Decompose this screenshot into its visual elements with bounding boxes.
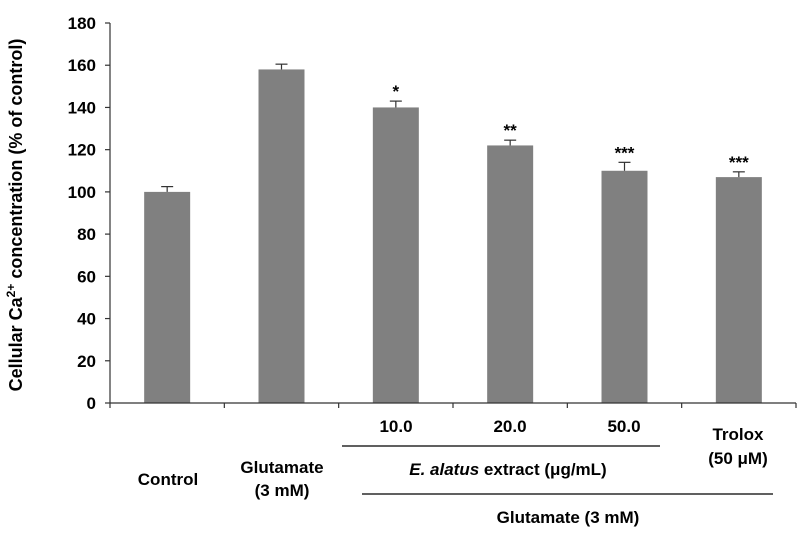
y-tick-label: 60 xyxy=(77,267,96,286)
glutamate-group-label: Glutamate (3 mM) xyxy=(497,508,640,527)
bar xyxy=(144,191,191,403)
bar xyxy=(372,107,419,403)
extract-group-label: E. alatus extract (μg/mL) xyxy=(409,460,606,479)
y-tick-label: 20 xyxy=(77,352,96,371)
y-tick-label: 140 xyxy=(68,98,96,117)
y-tick-label: 180 xyxy=(68,14,96,33)
y-tick-label: 40 xyxy=(77,310,96,329)
y-tick-label: 100 xyxy=(68,183,96,202)
y-axis-label: Cellular Ca2+ concentration (% of contro… xyxy=(4,39,26,392)
category-label-trolox-line2: (50 μM) xyxy=(708,449,768,468)
bar xyxy=(487,145,534,403)
bar xyxy=(715,177,762,403)
significance-label: ** xyxy=(504,121,518,140)
bar xyxy=(258,69,305,403)
bars: ****** *** xyxy=(144,63,762,403)
y-tick-label: 160 xyxy=(68,56,96,75)
category-label-dose-20: 20.0 xyxy=(493,417,526,436)
y-tick-label: 120 xyxy=(68,141,96,160)
y-axis-ticks: 0 20 40 60 80 100 120 140 160 180 xyxy=(68,14,110,413)
y-tick-label: 80 xyxy=(77,225,96,244)
significance-label: *** xyxy=(729,153,749,172)
category-label-dose-10: 10.0 xyxy=(379,417,412,436)
category-label-control: Control xyxy=(138,470,198,489)
category-label-glutamate-line2: (3 mM) xyxy=(255,481,310,500)
significance-label: *** xyxy=(615,143,635,162)
y-tick-label: 0 xyxy=(87,394,96,413)
significance-label: * xyxy=(393,82,400,101)
category-label-trolox-line1: Trolox xyxy=(712,425,764,444)
category-label-dose-50: 50.0 xyxy=(607,417,640,436)
x-axis-ticks xyxy=(109,403,797,408)
category-label-glutamate-line1: Glutamate xyxy=(240,458,323,477)
bar xyxy=(601,170,648,403)
